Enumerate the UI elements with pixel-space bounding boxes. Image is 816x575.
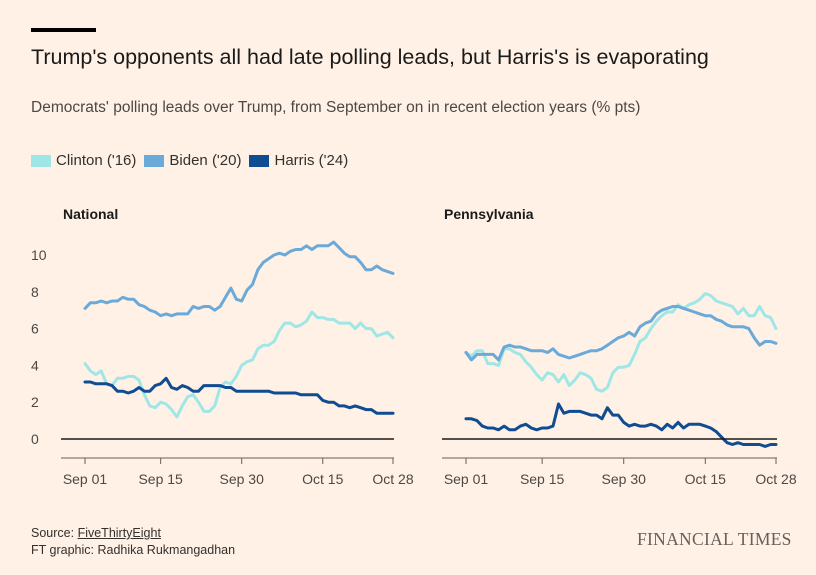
series-line-national-2: [83, 376, 395, 415]
x-tick-label: Sep 01: [63, 471, 108, 487]
series-line-pennsylvania-0: [464, 292, 778, 393]
legend-label-harris: Harris ('24): [274, 152, 349, 169]
y-tick-label: 2: [31, 394, 39, 410]
x-tick-label: Sep 01: [444, 471, 489, 487]
legend-item-harris: Harris ('24): [249, 152, 348, 169]
series-line-national-1: [83, 240, 395, 318]
legend-item-clinton: Clinton ('16): [31, 152, 136, 169]
y-tick-label: 0: [31, 431, 39, 447]
source-prefix: Source:: [31, 526, 78, 540]
series-line-national-0: [83, 310, 395, 419]
legend-item-biden: Biden ('20): [144, 152, 241, 169]
panel-title-pennsylvania: Pennsylvania: [444, 206, 534, 222]
ft-top-bar: [31, 28, 96, 32]
x-tick-label: Sep 15: [520, 471, 565, 487]
legend-swatch-harris: [249, 154, 270, 167]
footer: Source: FiveThirtyEight FT graphic: Radh…: [31, 525, 235, 559]
y-tick-label: 10: [31, 247, 47, 263]
legend-label-clinton: Clinton ('16): [56, 152, 137, 169]
chart-subtitle: Democrats' polling leads over Trump, fro…: [31, 99, 641, 116]
x-tick-label: Sep 30: [602, 471, 647, 487]
legend-swatch-clinton: [31, 154, 51, 167]
panel-title-national: National: [63, 206, 118, 222]
x-tick-label: Oct 28: [755, 471, 796, 487]
x-tick-label: Sep 30: [220, 471, 265, 487]
x-tick-label: Oct 15: [685, 471, 726, 487]
source-link[interactable]: FiveThirtyEight: [77, 526, 161, 540]
y-tick-label: 6: [31, 321, 39, 337]
x-tick-label: Oct 15: [302, 471, 343, 487]
x-tick-label: Sep 15: [138, 471, 183, 487]
legend-label-biden: Biden ('20): [169, 152, 242, 169]
series-line-pennsylvania-2: [464, 402, 778, 448]
chart-title: Trump's opponents all had late polling l…: [31, 45, 709, 69]
y-tick-label: 4: [31, 357, 39, 373]
legend: Clinton ('16) Biden ('20) Harris ('24): [31, 152, 356, 169]
source-line: Source: FiveThirtyEight: [31, 525, 235, 542]
ft-logo: FINANCIAL TIMES: [637, 529, 792, 549]
legend-swatch-biden: [144, 154, 165, 167]
series-line-pennsylvania-1: [464, 305, 778, 362]
x-tick-label: Oct 28: [372, 471, 413, 487]
y-tick-label: 8: [31, 284, 39, 300]
credit-line: FT graphic: Radhika Rukmangadhan: [31, 543, 236, 557]
